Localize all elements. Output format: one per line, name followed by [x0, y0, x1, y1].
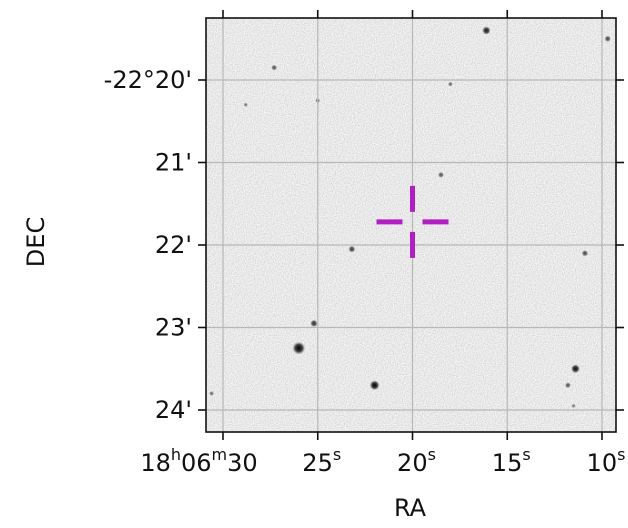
y-tick-label-4: 24'	[155, 396, 192, 424]
frame-border	[205, 17, 617, 433]
grid-lines	[206, 18, 616, 432]
y-axis-ticks: -22°20' 21' 22' 23' 24'	[104, 66, 624, 424]
x-axis-ticks: 18h06m30 25s 20s 15s 10s	[140, 10, 625, 477]
star-0	[482, 26, 491, 35]
sky-noise	[206, 18, 616, 432]
x-tick-label-part: 06	[181, 449, 212, 477]
star-13	[564, 382, 571, 389]
x-tick-label-0: 18h06m30	[140, 445, 257, 477]
x-tick-label-part: m	[212, 445, 228, 464]
x-tick-label-part: h	[171, 445, 181, 464]
star-12	[369, 380, 380, 391]
star-7	[348, 245, 356, 253]
star-11	[570, 364, 580, 374]
y-axis-label: DEC	[22, 217, 50, 267]
plot-background	[206, 18, 616, 432]
star-15	[571, 403, 576, 409]
x-tick-label-value: 25	[302, 449, 333, 477]
y-tick-label-1: 21'	[155, 149, 192, 177]
star-9	[310, 319, 318, 328]
x-tick-label-3: 15s	[492, 445, 531, 477]
x-tick-label-value: 20	[397, 449, 428, 477]
y-tick-label-2: 22'	[155, 231, 192, 259]
x-tick-label-1: 25s	[302, 445, 341, 477]
y-tick-label-3: 23'	[155, 314, 192, 342]
x-tick-label-part: 18	[140, 449, 171, 477]
star-10	[292, 341, 306, 355]
target-crosshair	[376, 185, 449, 258]
star-14	[209, 391, 215, 396]
x-tick-label-unit: s	[522, 445, 530, 464]
x-tick-label-unit: s	[333, 445, 341, 464]
y-tick-label-0: -22°20'	[104, 66, 192, 94]
star-8	[581, 250, 589, 257]
x-tick-label-unit: s	[428, 445, 436, 464]
x-tick-label-unit: s	[617, 445, 625, 464]
x-tick-label-2: 20s	[397, 445, 436, 477]
star-3	[447, 81, 453, 87]
star-1	[604, 35, 611, 42]
x-tick-label-4: 10s	[587, 445, 626, 477]
x-axis-label: RA	[394, 494, 427, 522]
star-5	[243, 102, 248, 107]
star-6	[437, 171, 444, 178]
plot-frame	[205, 17, 617, 433]
star-field	[209, 26, 611, 409]
x-tick-label-value: 10	[587, 449, 618, 477]
x-tick-label-part: 30	[227, 449, 258, 477]
star-2	[271, 64, 278, 71]
x-tick-label-value: 15	[492, 449, 523, 477]
